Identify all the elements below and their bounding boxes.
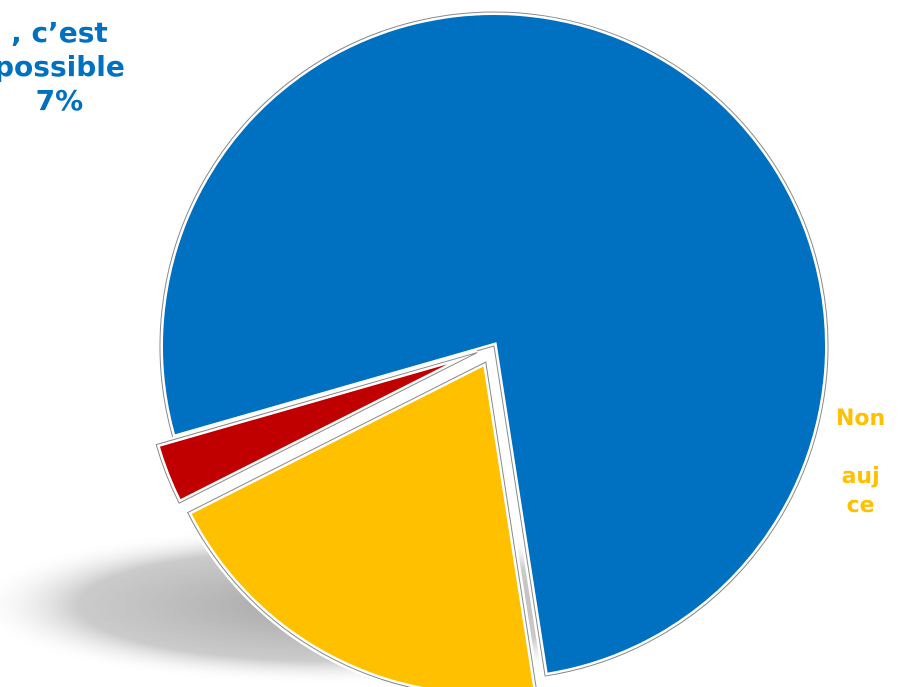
slice-label-secondary-line-2 <box>836 433 885 462</box>
pie-slice-main-outline <box>159 11 829 677</box>
slice-label-secondary-line-4: ce <box>846 493 875 518</box>
slice-label-secondary: Non auj ce <box>836 404 885 520</box>
pie-slice-secondary-outline <box>186 361 537 687</box>
pie-slice-small-outline <box>155 352 478 504</box>
slice-label-main: , c’est possible 7% <box>0 16 125 118</box>
slice-label-main-line-2: possible <box>0 50 125 83</box>
slice-label-secondary-line-1: Non <box>836 406 886 431</box>
slice-label-secondary-line-3: auj <box>841 464 880 489</box>
slice-label-main-line-3: 7% <box>35 84 84 117</box>
slice-label-main-line-1: , c’est <box>11 16 108 49</box>
